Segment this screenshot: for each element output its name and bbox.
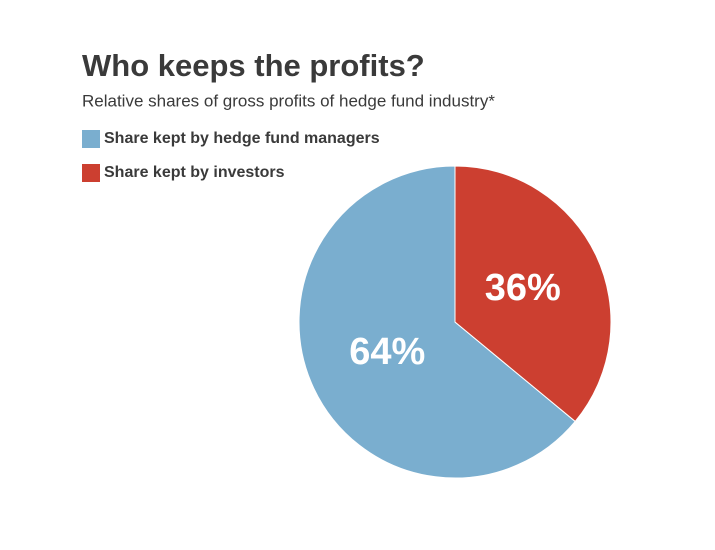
legend-label: Share kept by hedge fund managers — [104, 130, 380, 147]
chart-title: Who keeps the profits? — [82, 48, 425, 83]
data-label: 36% — [485, 267, 561, 309]
legend-swatch — [82, 130, 100, 148]
data-label: 64% — [349, 331, 425, 373]
legend-label: Share kept by investors — [104, 164, 285, 181]
legend-swatch — [82, 164, 100, 182]
pie-slice — [454, 165, 612, 423]
pie-slice — [298, 165, 576, 479]
chart-subtitle: Relative shares of gross profits of hedg… — [82, 91, 495, 110]
